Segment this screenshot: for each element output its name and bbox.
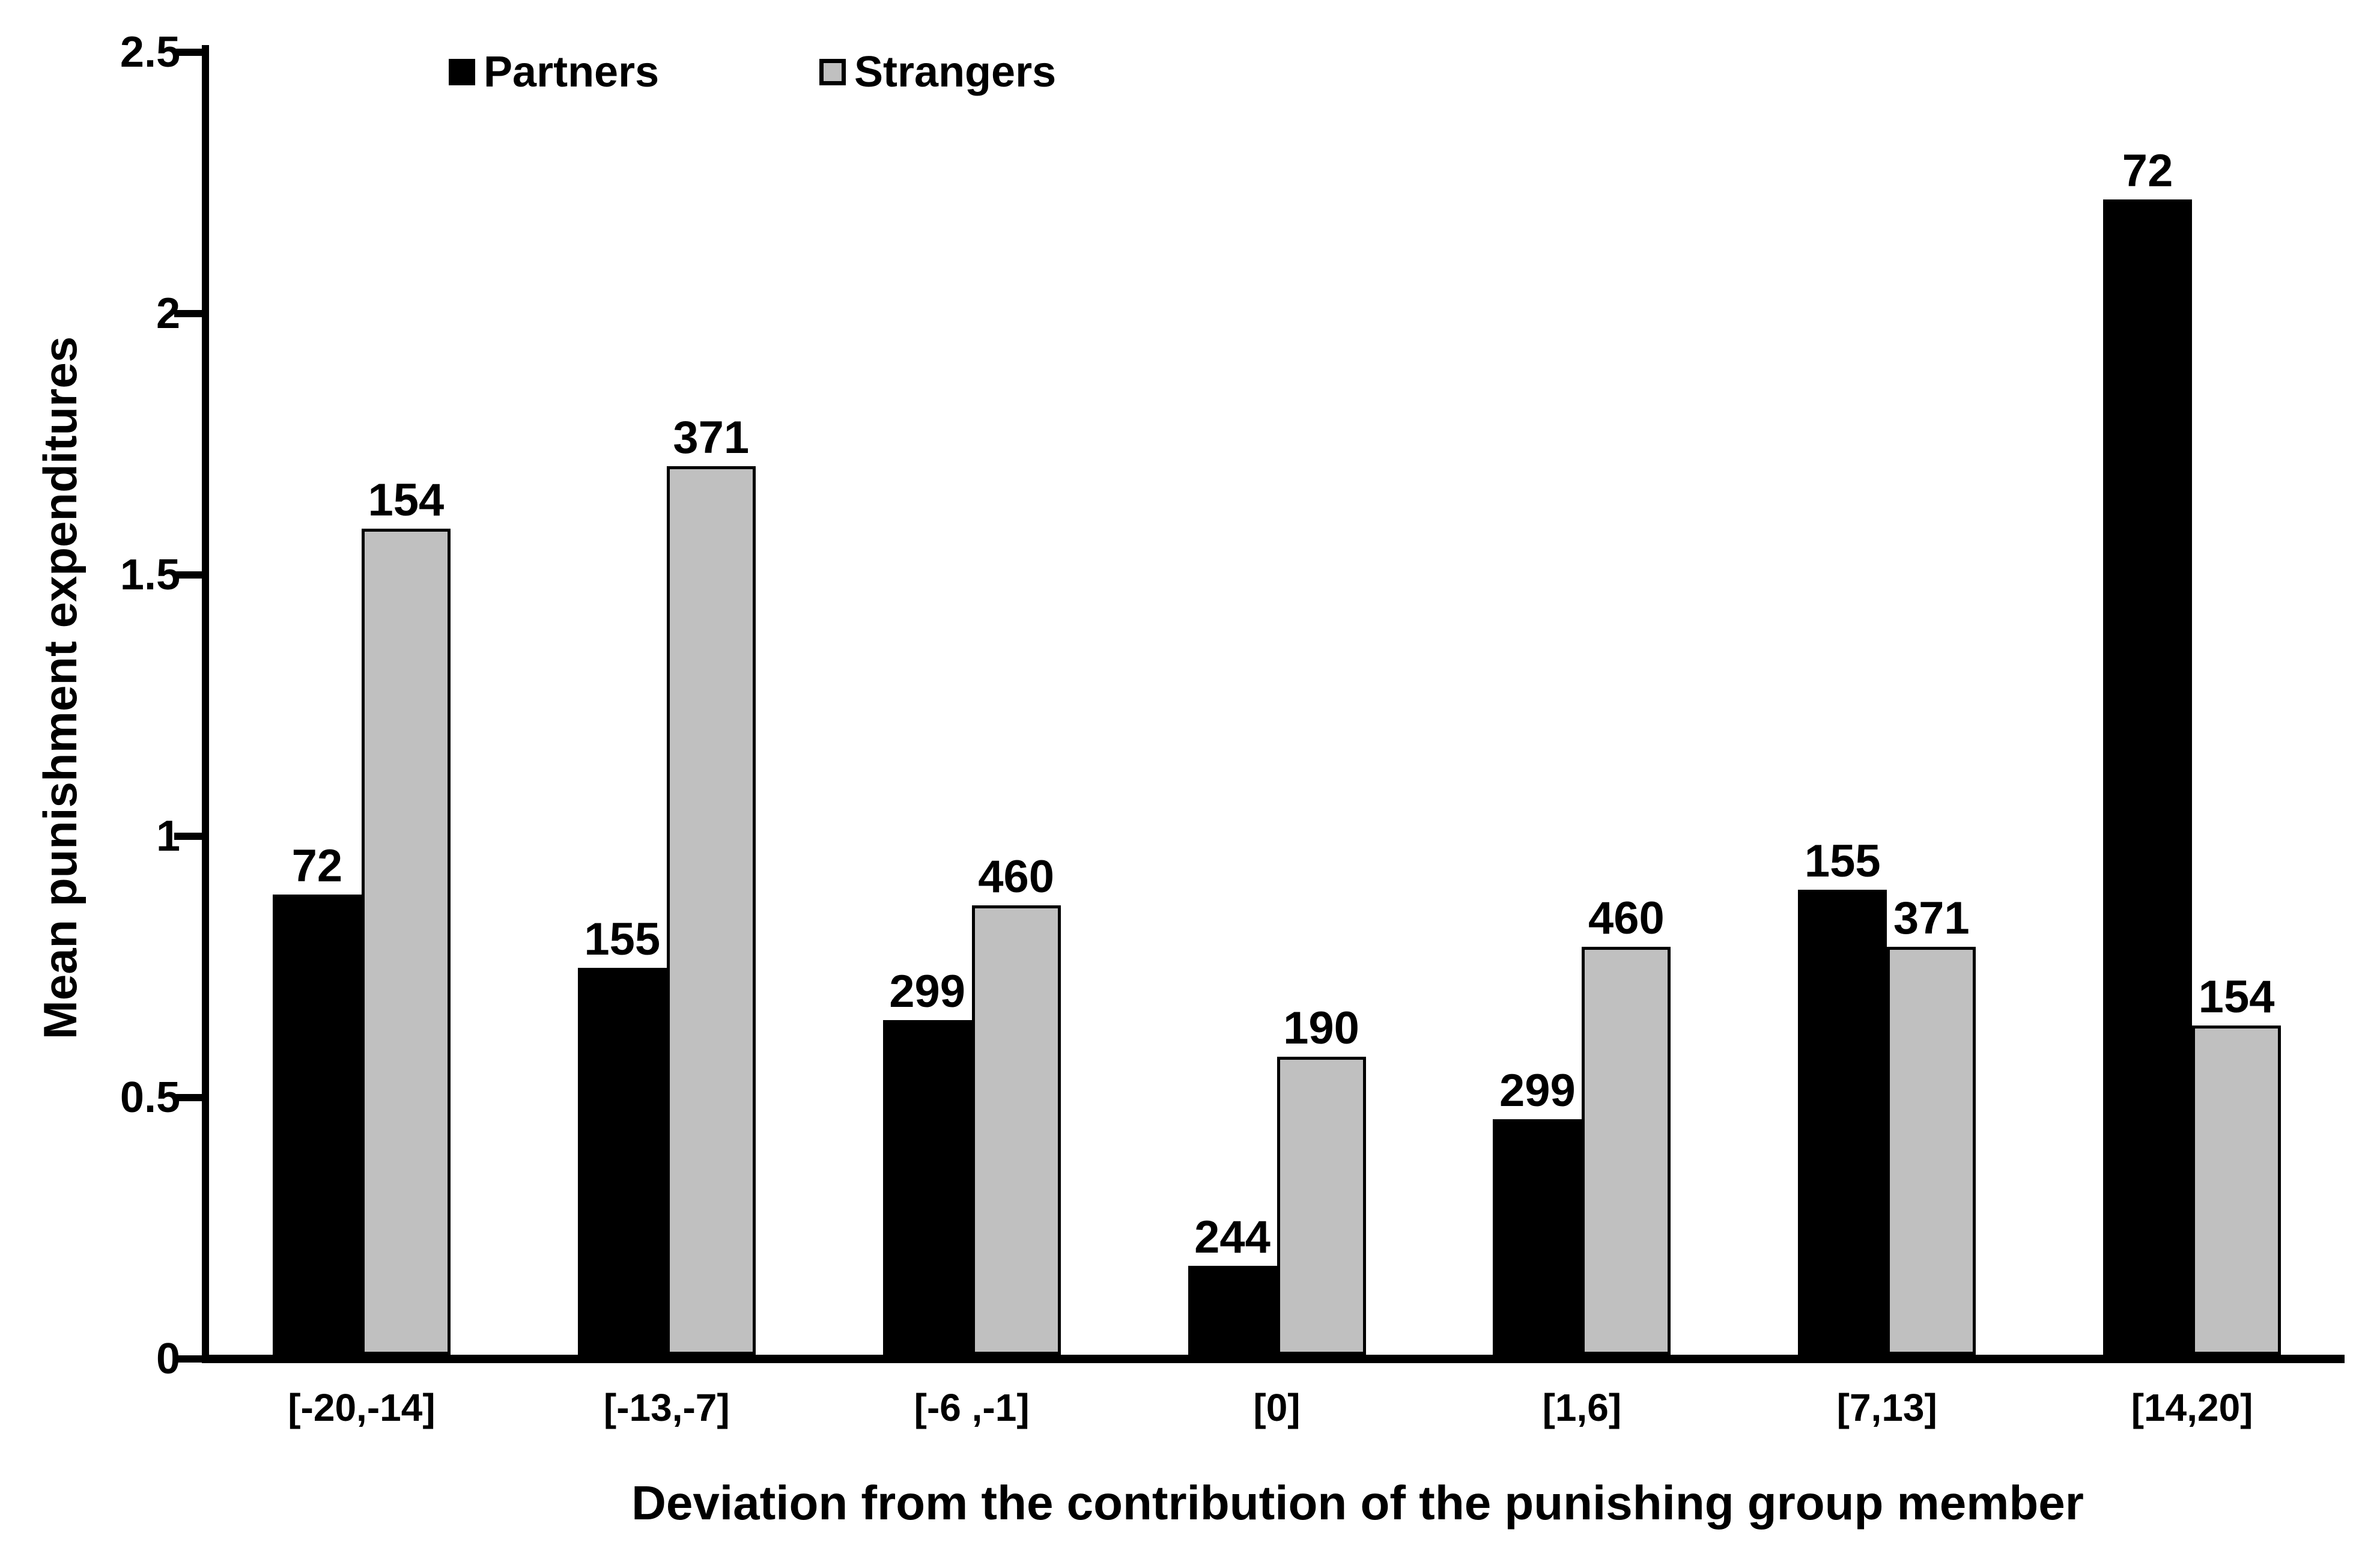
bar-partners: 155 [1798,839,1887,1355]
bar-count-label: 155 [1804,836,1881,887]
x-axis-line [202,1355,2345,1363]
bar-count-label: 72 [2122,145,2173,196]
bar-count-label: 460 [978,851,1055,902]
bar-partners: 299 [1493,1068,1582,1355]
y-tick-label: 2 [156,290,180,338]
bar-partners: 244 [1188,1215,1277,1355]
y-tick-label: 2.5 [120,28,180,76]
bar-partners: 299 [882,969,972,1355]
y-tick [174,1094,202,1101]
x-axis-title: Deviation from the contribution of the p… [631,1476,2084,1530]
bar-group: 244 190 [1125,45,1430,1355]
bar-strangers: 190 [1277,1006,1366,1355]
legend-item-partners: Partners [449,50,659,94]
bar-partners: 72 [272,843,362,1355]
bar-count-label: 154 [2198,971,2275,1023]
y-tick-label: 1 [156,812,180,860]
bar-group: 155 371 [1734,45,2039,1355]
y-tick [174,571,202,579]
strangers-swatch-icon [819,59,846,85]
y-tick-label: 1.5 [120,551,180,599]
bar-strangers: 460 [1582,896,1671,1355]
bar-group: 299 460 [819,45,1125,1355]
plot-area: 72 154 155 371 299 460 244 190 299 460 155 371 72 154 [209,45,2345,1355]
bar-partners: 155 [577,917,667,1355]
legend-label-strangers: Strangers [854,48,1057,96]
x-category-label: [-13,-7] [603,1386,730,1429]
bar-group: 299 460 [1429,45,1734,1355]
bar-count-label: 154 [368,475,445,526]
bar-partners: 72 [2103,148,2193,1355]
bar-count-label: 190 [1283,1003,1359,1054]
y-axis-line [202,45,209,1363]
x-category-label: [0] [1253,1386,1301,1429]
y-tick-label: 0 [156,1335,180,1383]
x-category-label: [-6 ,-1] [914,1386,1030,1429]
x-category-label: [-20,-14] [288,1386,436,1429]
bar-count-label: 299 [889,966,966,1017]
x-category-label: [14,20] [2131,1386,2253,1429]
bar-strangers: 460 [971,854,1061,1355]
bar-count-label: 371 [1893,893,1970,944]
bar-count-label: 371 [673,412,750,463]
bar-count-label: 155 [584,914,661,965]
bar-strangers: 371 [666,415,756,1355]
y-tick [174,833,202,840]
y-axis-title: Mean punishment expenditures [34,336,87,1040]
partners-swatch-icon [449,59,475,85]
y-tick-label: 0.5 [120,1074,180,1122]
x-axis-category-labels: [-20,-14] [-13,-7] [-6 ,-1] [0] [1,6] [7,13] [… [209,1387,2345,1429]
y-tick [174,310,202,317]
bar-count-label: 72 [291,840,343,892]
x-category-label: [1,6] [1542,1386,1622,1429]
bar-strangers: 371 [1887,896,1976,1355]
bar-group: 72 154 [2039,45,2345,1355]
bar-group: 155 371 [514,45,819,1355]
x-category-label: [7,13] [1836,1386,1937,1429]
legend-item-strangers: Strangers [819,50,1056,94]
bar-count-label: 460 [1588,893,1665,944]
bar-count-label: 244 [1194,1212,1271,1263]
bar-group: 72 154 [209,45,514,1355]
y-tick [174,1355,202,1363]
y-tick [174,49,202,56]
bar-count-label: 299 [1499,1065,1576,1116]
legend-label-partners: Partners [484,48,660,96]
bar-strangers: 154 [361,478,451,1355]
bar-strangers: 154 [2192,974,2282,1355]
